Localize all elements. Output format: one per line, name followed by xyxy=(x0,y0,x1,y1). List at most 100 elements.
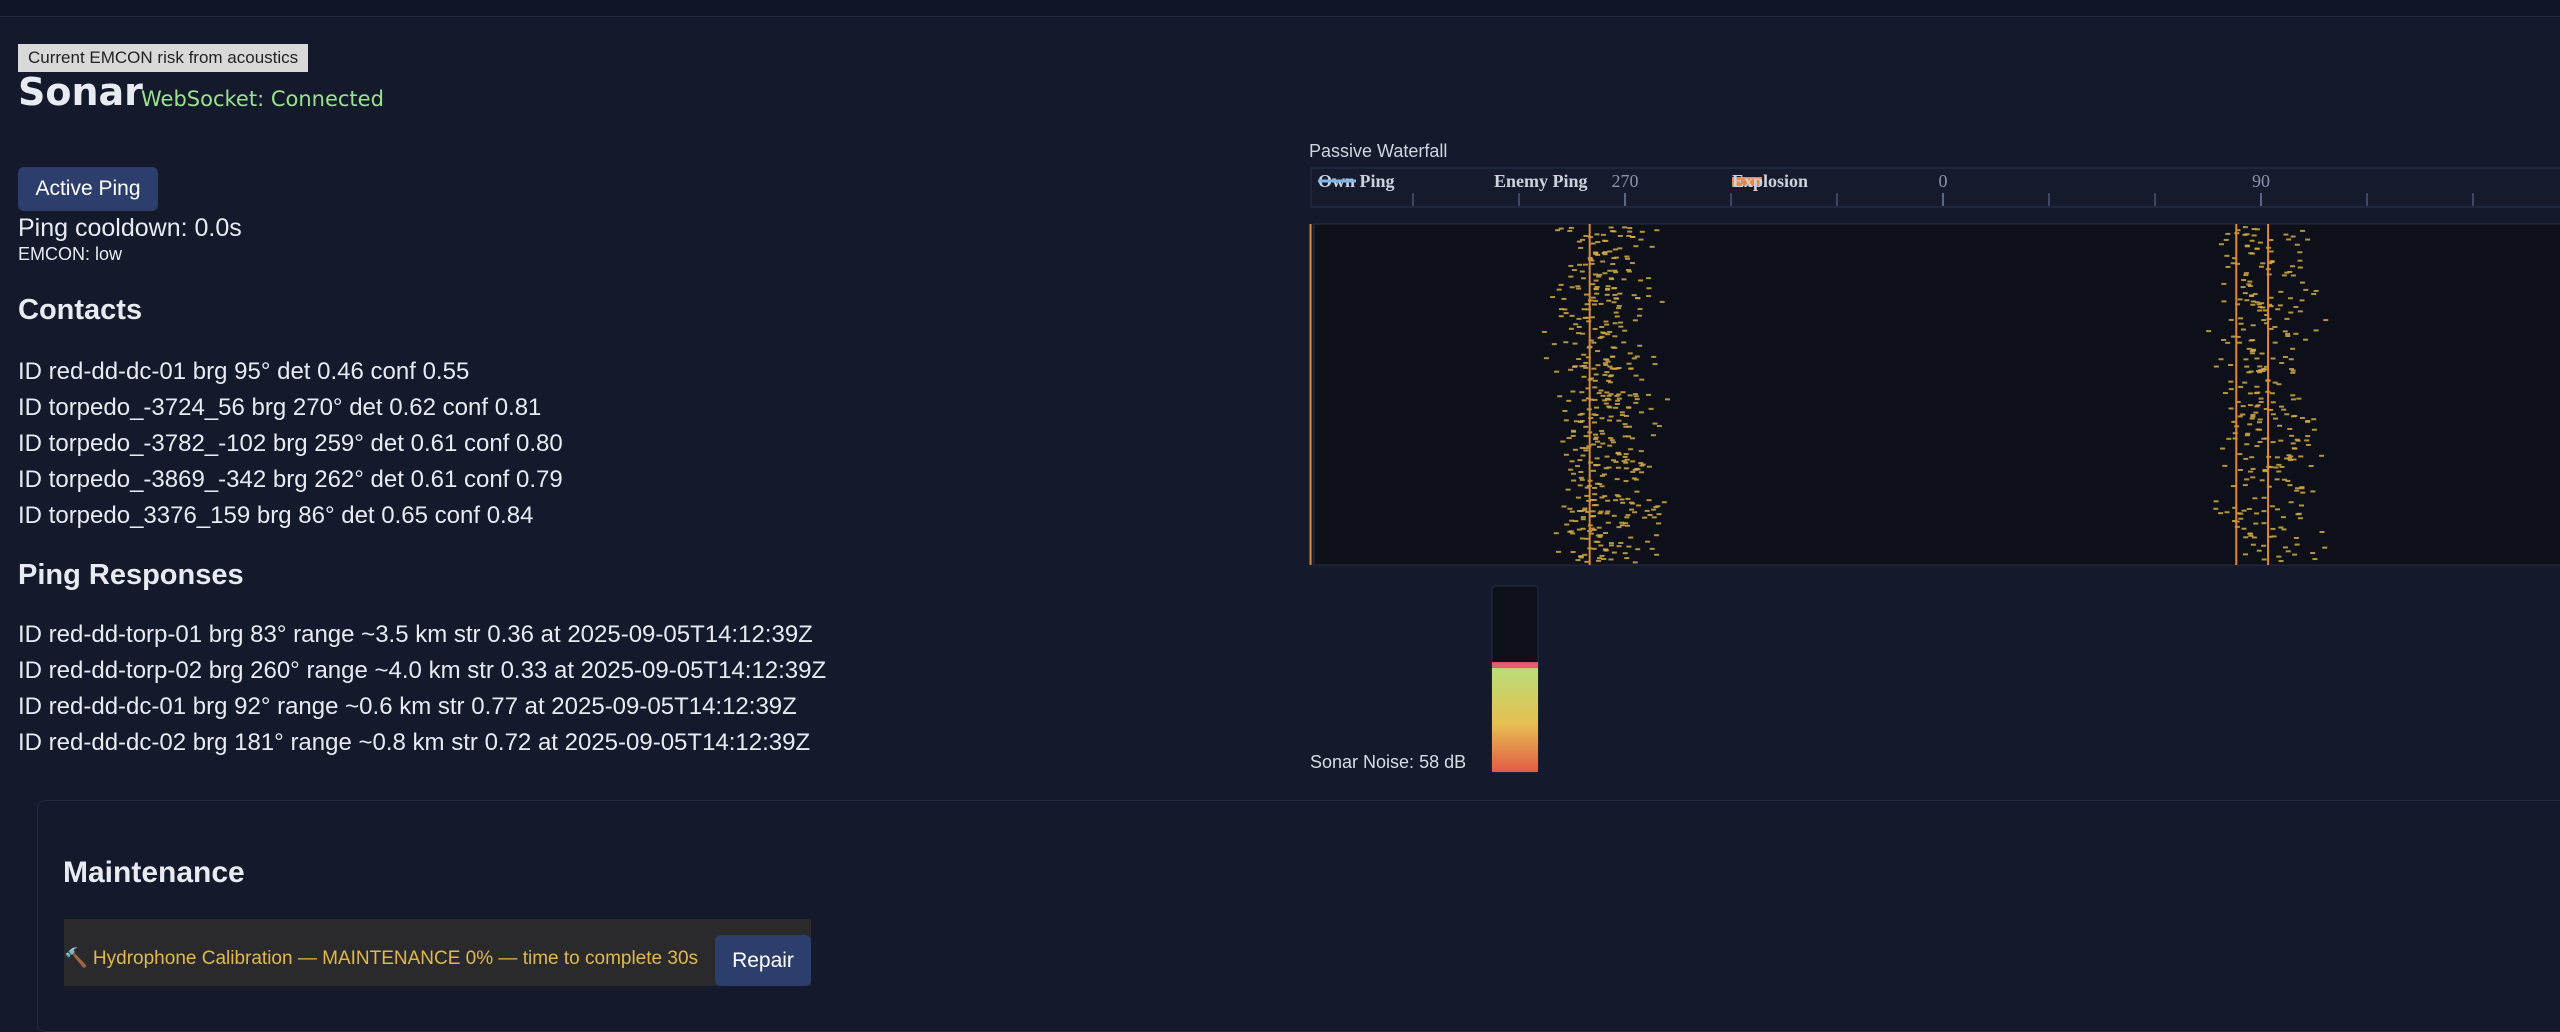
waterfall-trace xyxy=(2272,341,2278,344)
waterfall-trace xyxy=(1626,234,1632,237)
waterfall-trace xyxy=(1563,453,1569,456)
waterfall-trace xyxy=(1598,534,1604,537)
waterfall-trace xyxy=(1622,455,1628,458)
waterfall-trace xyxy=(1570,532,1576,535)
waterfall-trace xyxy=(2256,303,2262,306)
waterfall-trace xyxy=(1623,522,1629,525)
repair-button[interactable]: Repair xyxy=(715,935,811,986)
waterfall-trace xyxy=(2243,457,2249,460)
waterfall-trace xyxy=(1623,453,1629,456)
field: range xyxy=(290,729,352,756)
waterfall-trace xyxy=(2228,363,2234,366)
waterfall-trace xyxy=(1595,364,1601,367)
waterfall-trace xyxy=(1584,486,1590,489)
field: torpedo_-3869_-342 xyxy=(48,466,267,493)
field: str xyxy=(453,621,481,648)
waterfall-trace xyxy=(2267,262,2273,265)
waterfall-trace xyxy=(2238,385,2244,388)
field: ID xyxy=(18,430,42,457)
waterfall-trace xyxy=(1638,450,1644,453)
waterfall-trace xyxy=(1576,317,1582,320)
waterfall-trace xyxy=(2240,286,2246,289)
waterfall-trace xyxy=(2266,317,2272,320)
waterfall-trace xyxy=(2261,437,2267,440)
waterfall-trace xyxy=(1597,336,1603,339)
waterfall-trace xyxy=(1651,516,1657,519)
waterfall-trace xyxy=(1608,226,1614,229)
waterfall-trace xyxy=(1564,523,1570,526)
waterfall-trace xyxy=(1588,339,1594,342)
waterfall-trace xyxy=(1592,493,1598,496)
waterfall-trace xyxy=(1576,287,1582,290)
waterfall-trace xyxy=(1569,510,1575,513)
waterfall-trace xyxy=(1579,270,1585,273)
waterfall-trace xyxy=(1597,557,1603,560)
waterfall-trace xyxy=(1556,288,1562,291)
active-ping-button[interactable]: Active Ping xyxy=(18,167,158,211)
field: det xyxy=(341,502,375,529)
section-heading: Contacts xyxy=(18,294,143,326)
waterfall-trace xyxy=(1590,469,1596,472)
waterfall-trace xyxy=(1614,478,1620,481)
waterfall-trace xyxy=(2257,309,2263,312)
waterfall-trace xyxy=(1590,510,1596,513)
waterfall-trace xyxy=(2278,526,2284,529)
waterfall-trace xyxy=(2289,434,2295,437)
waterfall-trace xyxy=(2222,392,2228,395)
waterfall-trace xyxy=(1595,440,1601,443)
field: 2025-09-05T14:12:39Z xyxy=(567,621,813,648)
waterfall-trace xyxy=(2300,229,2306,232)
waterfall-trace xyxy=(1600,394,1606,397)
waterfall-trace xyxy=(2272,381,2278,384)
field: at xyxy=(537,729,558,756)
waterfall-trace xyxy=(1599,485,1605,488)
waterfall-trace xyxy=(1639,378,1645,381)
waterfall-trace xyxy=(1602,373,1608,376)
ping-cooldown: Ping cooldown: 0.0s xyxy=(18,214,242,242)
waterfall-trace xyxy=(1644,509,1650,512)
waterfall-trace xyxy=(2243,536,2249,539)
waterfall-trace xyxy=(2238,469,2244,472)
waterfall-trace xyxy=(2263,408,2269,411)
waterfall-trace xyxy=(1656,513,1662,516)
waterfall-trace xyxy=(2248,470,2254,473)
waterfall-trace xyxy=(1583,366,1589,369)
waterfall-trace xyxy=(2223,238,2229,241)
waterfall-trace xyxy=(1594,233,1600,236)
waterfall-trace xyxy=(2244,434,2250,437)
waterfall-trace xyxy=(2311,293,2317,296)
waterfall-trace xyxy=(1597,512,1603,515)
waterfall-trace xyxy=(1589,262,1595,265)
waterfall-trace xyxy=(1632,319,1638,322)
waterfall-trace xyxy=(2224,511,2230,514)
waterfall-trace xyxy=(1608,415,1614,418)
waterfall-trace xyxy=(1609,439,1615,442)
field: 0.79 xyxy=(516,466,563,493)
waterfall-trace xyxy=(1651,355,1657,358)
waterfall-trace xyxy=(1659,300,1665,303)
waterfall-trace xyxy=(1607,419,1613,422)
waterfall-trace xyxy=(1602,272,1608,275)
waterfall-trace xyxy=(1592,398,1598,401)
waterfall-trace xyxy=(2242,226,2248,229)
waterfall-trace xyxy=(1583,234,1589,237)
waterfall-trace xyxy=(2228,407,2234,410)
waterfall-trace xyxy=(2228,318,2234,321)
waterfall-trace xyxy=(1578,421,1584,424)
waterfall-trace xyxy=(1615,399,1621,402)
field: 181 xyxy=(234,729,275,756)
waterfall-trace xyxy=(1616,453,1622,456)
waterfall-trace xyxy=(1626,270,1632,273)
waterfall-trace xyxy=(1646,287,1652,290)
waterfall-trace xyxy=(1598,510,1604,513)
waterfall-trace xyxy=(2287,427,2293,430)
waterfall-trace xyxy=(1639,471,1645,474)
waterfall-trace xyxy=(1607,444,1613,447)
waterfall-trace xyxy=(1650,434,1656,437)
waterfall-trace xyxy=(1639,464,1645,467)
waterfall-trace xyxy=(1626,545,1632,548)
waterfall-trace xyxy=(2261,496,2267,499)
waterfall-trace xyxy=(1593,253,1599,256)
field: ° xyxy=(324,502,335,529)
waterfall-trace xyxy=(1613,256,1619,259)
